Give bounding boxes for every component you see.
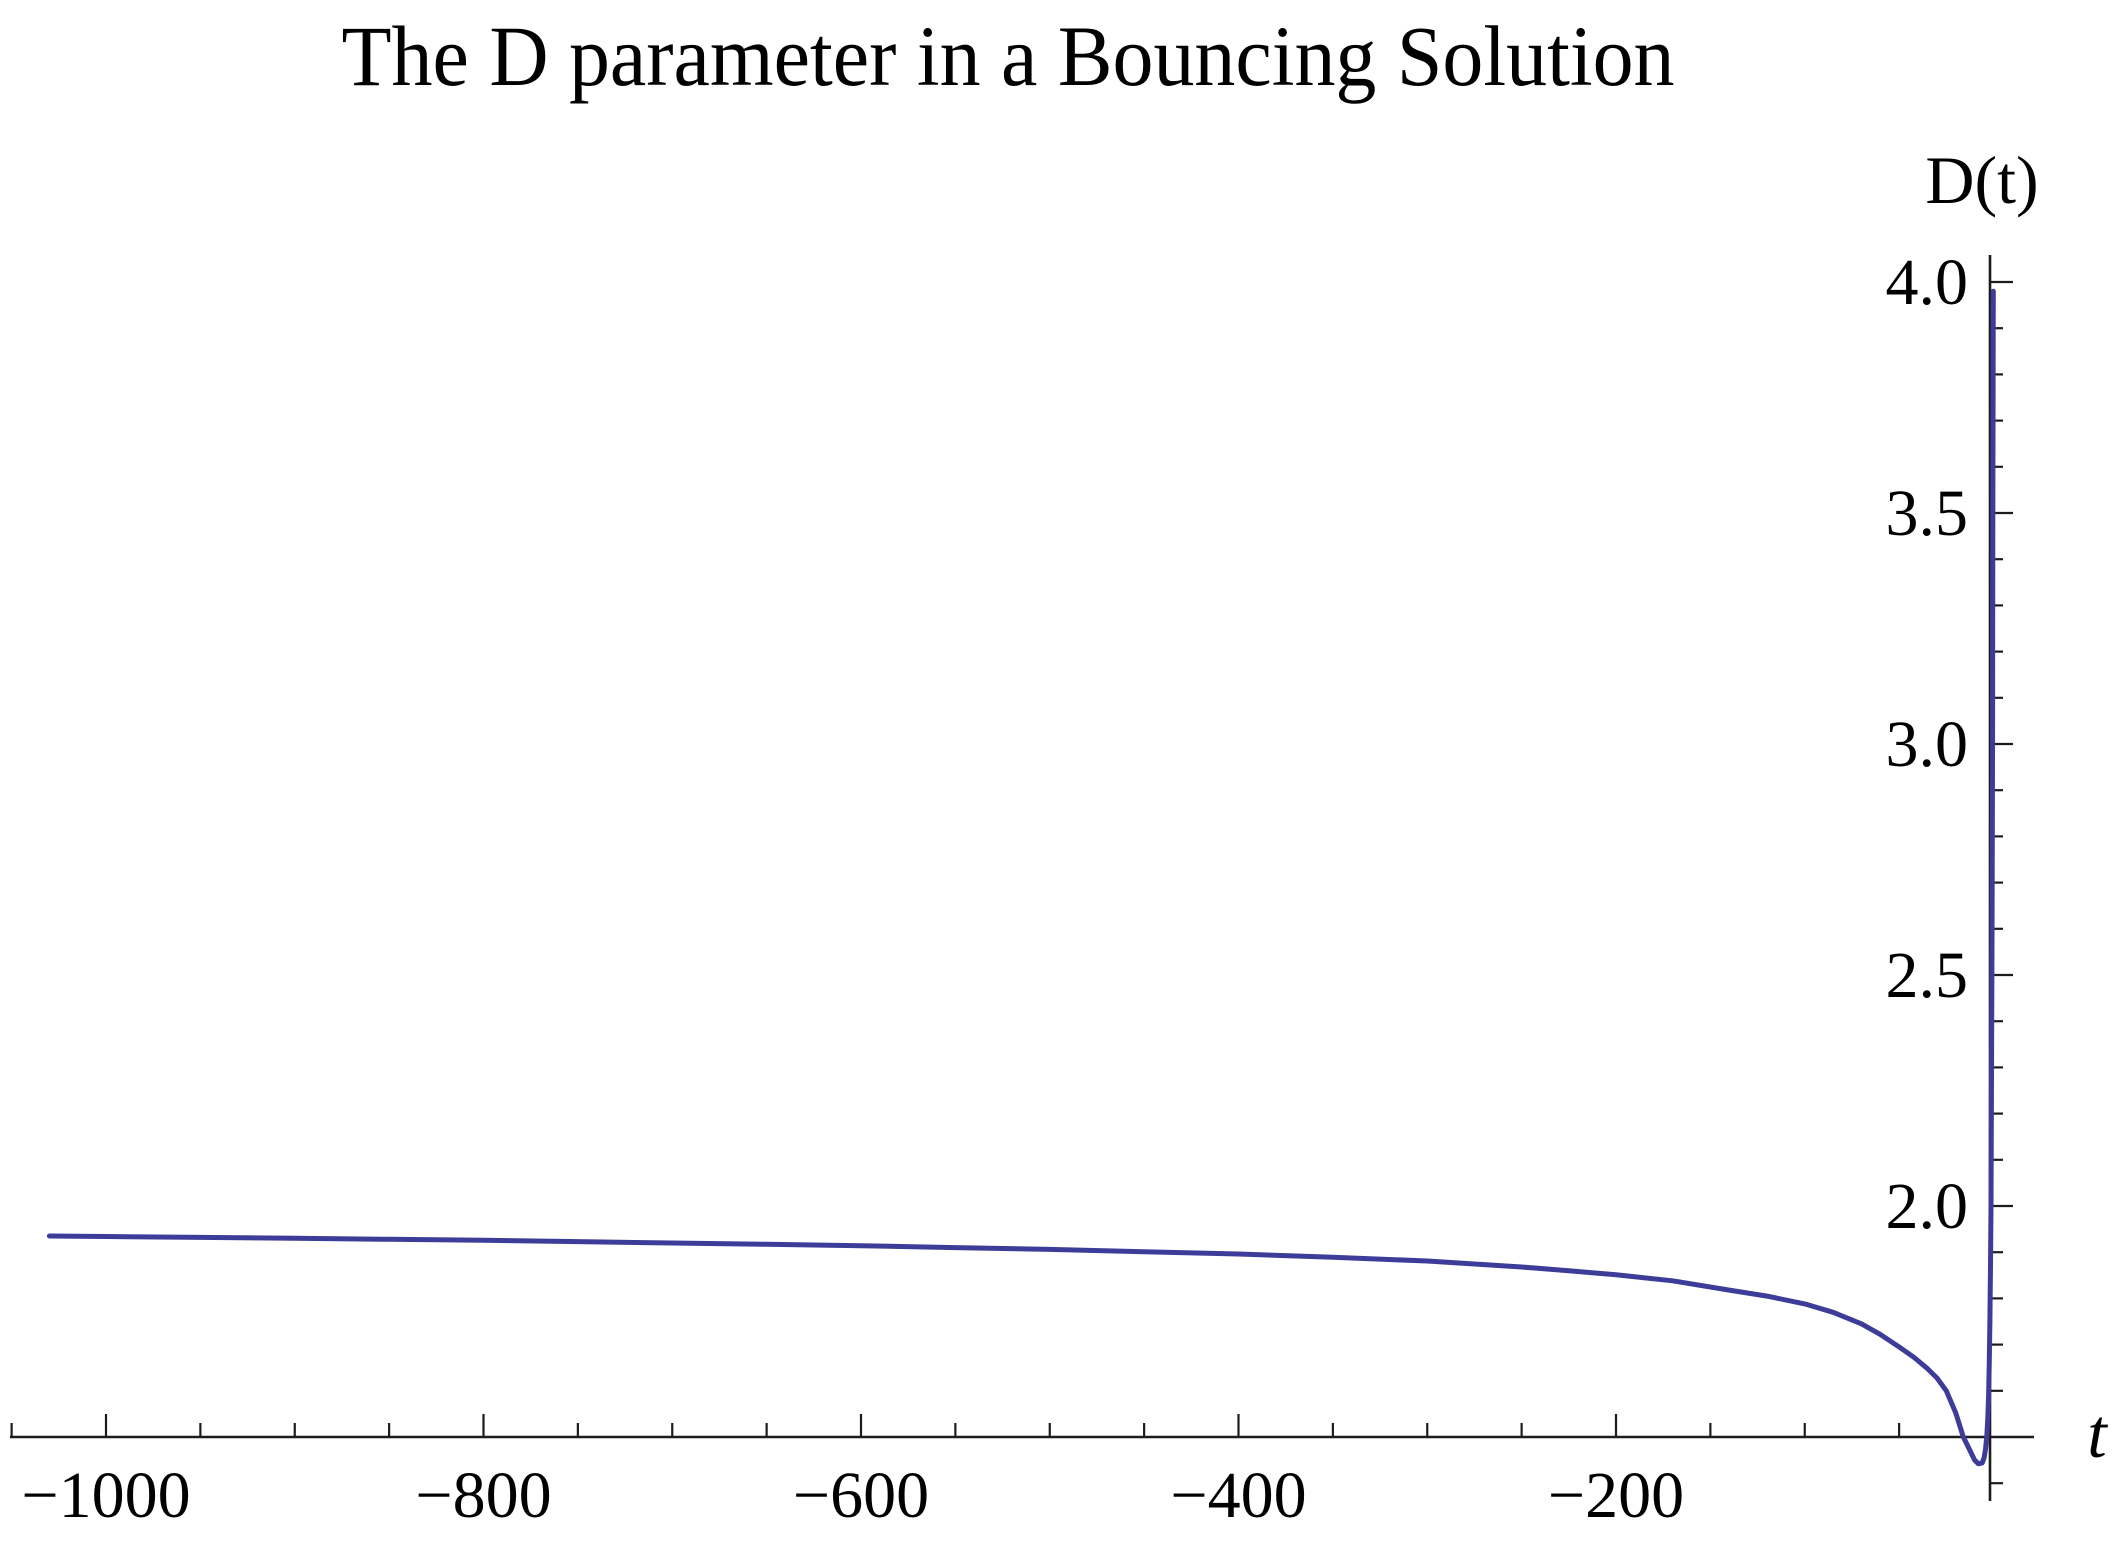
x-axis-tick-labels: −1000 −800 −600 −400 −200 [21,1459,1684,1532]
y-tick-label: 2.0 [1886,1170,1969,1243]
y-tick-label: 3.0 [1886,708,1969,781]
y-tick-label: 2.5 [1886,939,1969,1012]
x-tick-label: −400 [1170,1459,1306,1532]
y-tick-label: 4.0 [1886,246,1969,319]
y-axis-label: D(t) [1925,142,2038,218]
x-tick-label: −800 [415,1459,551,1532]
y-tick-label: 3.5 [1886,477,1969,550]
x-axis-minor-ticks [10,1423,1901,1437]
plot-title: The D parameter in a Bouncing Solution [342,8,1675,104]
x-tick-label: −600 [793,1459,929,1532]
x-axis-label: t [2087,1396,2108,1473]
x-tick-label: −200 [1548,1459,1684,1532]
y-axis-tick-labels: 2.0 2.5 3.0 3.5 4.0 [1886,246,1969,1243]
x-tick-label: −1000 [21,1459,190,1532]
d-parameter-curve [46,288,1996,1467]
x-axis-major-ticks [104,1414,1618,1437]
